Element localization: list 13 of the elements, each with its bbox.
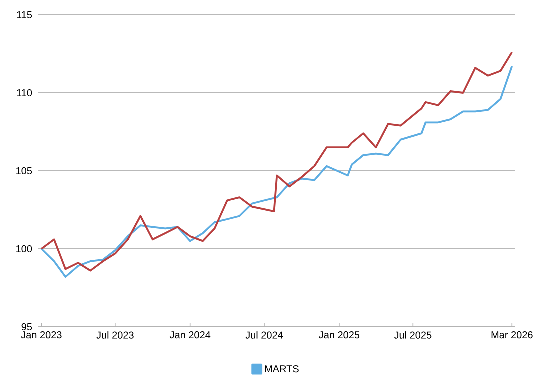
- x-tick-label: Jul 2023: [96, 332, 134, 339]
- legend-label: MARTS: [265, 366, 299, 373]
- y-tick-label: 105: [16, 167, 32, 175]
- x-tick-label: Mar 2026: [492, 332, 533, 339]
- y-tick-label: 95: [22, 323, 32, 331]
- x-tick-label: Jul 2024: [246, 332, 284, 339]
- x-tick-label: Jan 2023: [21, 332, 62, 339]
- y-tick-label: 110: [17, 89, 32, 97]
- x-tick-label: Jan 2025: [319, 332, 360, 339]
- x-tick-label: Jan 2024: [170, 332, 211, 339]
- y-tick-label: 115: [17, 12, 32, 18]
- x-tick-label: Jul 2025: [394, 332, 432, 339]
- y-tick-label: 100: [16, 245, 32, 253]
